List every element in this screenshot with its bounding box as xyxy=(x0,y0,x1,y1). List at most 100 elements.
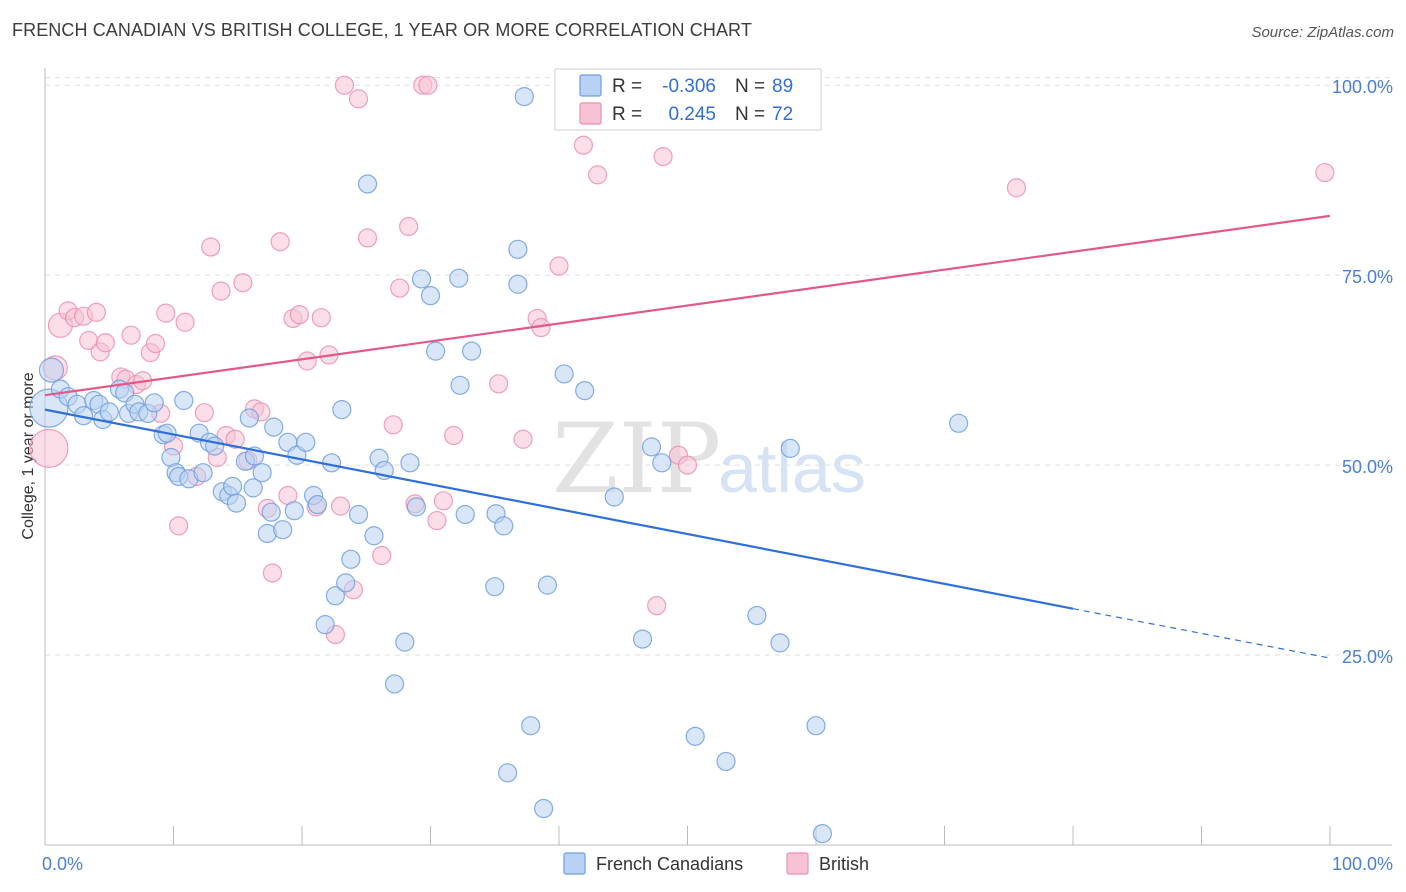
y-tick-labels: 25.0% 50.0% 75.0% 100.0% xyxy=(1332,77,1393,667)
french-canadians-point xyxy=(450,375,470,395)
french-canadians-point xyxy=(426,341,446,361)
british-point xyxy=(1315,162,1335,183)
french-canadians-point xyxy=(537,575,558,595)
british-point xyxy=(95,333,115,353)
british-point xyxy=(513,429,533,449)
french-canadians-point xyxy=(652,453,672,473)
french-canadians-point xyxy=(332,400,352,420)
british-point xyxy=(145,333,166,354)
british-point xyxy=(334,75,355,95)
watermark-zip: ZIP xyxy=(552,403,721,515)
series-legend: French Canadians British xyxy=(563,852,869,875)
british-point xyxy=(573,135,594,155)
french-canadians-point xyxy=(29,388,69,428)
french-canadians-point xyxy=(575,381,595,401)
french-canadians-point xyxy=(632,629,653,649)
x-tick-label-max: 100.0% xyxy=(1332,854,1393,874)
french-canadians-point xyxy=(780,438,800,458)
french-canadians-point xyxy=(341,549,361,569)
british-point xyxy=(653,147,673,167)
british-point xyxy=(357,228,378,248)
french-canadians-point xyxy=(455,504,475,525)
british-point xyxy=(211,281,231,301)
correlation-legend: R = -0.306 N = 89 R = 0.245 N = 72 xyxy=(554,68,822,131)
legend-r-label: R = xyxy=(612,104,642,125)
legend-swatch-pink xyxy=(579,102,602,125)
french-canadians-point xyxy=(296,432,316,452)
french-canadians-point xyxy=(521,716,541,736)
french-canadians-point xyxy=(261,502,281,522)
french-canadians-point xyxy=(307,495,328,515)
french-canadians-point xyxy=(604,487,624,507)
french-canadians-point xyxy=(406,497,426,517)
french-canadians-point xyxy=(205,436,225,456)
french-canadians-point xyxy=(144,393,164,413)
legend-n-value: 89 xyxy=(772,76,793,97)
british-point xyxy=(427,510,447,531)
chart-title: FRENCH CANADIAN VS BRITISH COLLEGE, 1 YE… xyxy=(12,20,752,40)
legend-swatch-blue xyxy=(579,74,602,97)
french-canadians-point xyxy=(485,577,505,597)
british-point xyxy=(647,596,667,616)
french-canadians-point xyxy=(223,476,243,496)
british-point xyxy=(677,455,698,475)
french-canadians-point xyxy=(508,274,528,294)
french-canadians-point xyxy=(99,402,119,422)
french-canadians-point xyxy=(806,716,826,736)
legend-n-label: N = xyxy=(735,76,765,97)
french-canadians-point xyxy=(770,633,790,653)
french-canadians-point xyxy=(533,798,554,819)
y-tick-label: 50.0% xyxy=(1342,457,1393,477)
british-point xyxy=(169,516,189,536)
legend-n-value: 72 xyxy=(772,104,793,125)
british-point xyxy=(194,403,214,423)
british-point xyxy=(225,429,245,449)
french-canadians-point xyxy=(494,516,514,536)
british-point xyxy=(270,232,290,252)
french-canadians-point xyxy=(508,239,528,259)
french-canadians-point xyxy=(364,526,384,546)
french-canadians-point xyxy=(284,501,304,521)
french-canadians-point xyxy=(315,615,335,635)
french-canadians-trend-extension xyxy=(1072,608,1331,659)
french-canadians-point xyxy=(411,269,432,289)
french-canadians-point xyxy=(641,437,662,457)
legend-r-value: 0.245 xyxy=(668,104,716,125)
french-canadians-point xyxy=(348,504,369,525)
french-canadians-point xyxy=(747,605,767,626)
british-point xyxy=(233,273,253,293)
british-point xyxy=(444,425,464,446)
french-canadians-point xyxy=(498,763,518,783)
y-tick-label: 100.0% xyxy=(1332,77,1393,97)
british-point xyxy=(121,325,141,345)
source-label: Source: ZipAtlas.com xyxy=(1251,24,1394,41)
british-point xyxy=(156,303,176,323)
british-point xyxy=(549,256,569,276)
french-canadians-point xyxy=(400,453,420,473)
data-points xyxy=(29,75,1335,844)
series-legend-label: French Canadians xyxy=(596,854,743,874)
legend-r-label: R = xyxy=(612,76,642,97)
british-point xyxy=(175,312,195,332)
french-canadians-point xyxy=(514,86,534,107)
british-point xyxy=(399,216,419,237)
legend-n-label: N = xyxy=(735,104,765,125)
french-canadians-point xyxy=(395,632,415,652)
french-canadians-point xyxy=(193,463,213,483)
british-trend-line xyxy=(44,214,1331,397)
french-canadians-point xyxy=(384,674,405,694)
french-canadians-point xyxy=(252,463,272,483)
trend-lines xyxy=(44,214,1331,659)
french-canadians-point xyxy=(420,286,441,306)
french-canadians-trend-line xyxy=(44,408,1074,610)
french-canadians-point xyxy=(174,390,194,411)
british-point xyxy=(311,308,331,328)
french-canadians-point xyxy=(273,520,293,540)
french-canadians-point xyxy=(239,408,259,428)
y-tick-label: 25.0% xyxy=(1342,647,1393,667)
french-canadians-point xyxy=(264,417,284,437)
series-legend-label: British xyxy=(819,854,869,874)
british-point xyxy=(489,374,509,394)
watermark: ZIP atlas xyxy=(552,403,866,515)
